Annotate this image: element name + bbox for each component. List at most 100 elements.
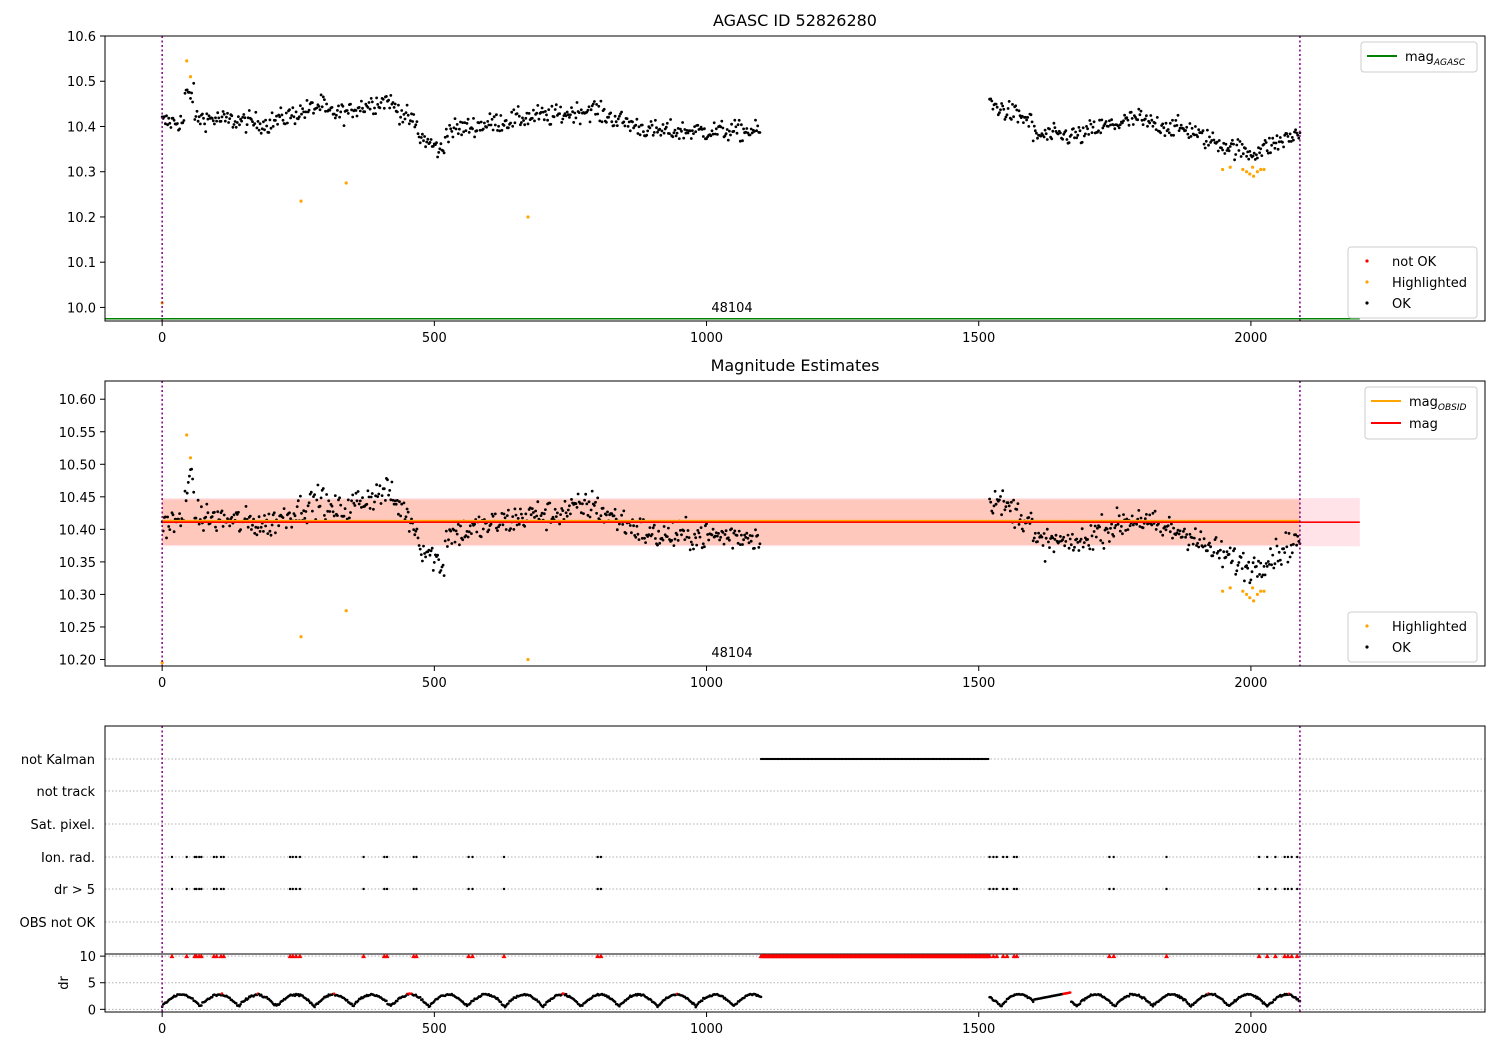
ok-point <box>1113 127 1117 131</box>
ok-point <box>299 494 302 498</box>
ok-point <box>620 513 623 517</box>
ok-point <box>211 119 215 123</box>
highlighted-point <box>1251 586 1255 590</box>
ok-point <box>1143 117 1147 121</box>
ok-point <box>1247 157 1251 161</box>
ok-point <box>1184 535 1187 539</box>
ok-point <box>270 111 274 115</box>
ok-point <box>264 524 267 528</box>
ok-point <box>1273 146 1277 150</box>
ok-point <box>634 535 638 539</box>
ok-point <box>1012 115 1015 119</box>
ok-point <box>673 128 677 132</box>
ok-point <box>1220 146 1223 150</box>
ok-point <box>1125 517 1129 521</box>
ok-point <box>750 534 754 538</box>
ok-point <box>745 531 749 535</box>
ok-point <box>234 125 238 129</box>
ok-point <box>552 115 556 119</box>
dr-axis-label: dr <box>57 976 72 990</box>
ok-point <box>1081 126 1085 130</box>
ok-point <box>631 120 634 124</box>
ok-point <box>395 499 399 502</box>
ok-point <box>1288 132 1292 136</box>
ok-point <box>214 525 217 529</box>
y-tick-label: 10.2 <box>67 211 96 226</box>
flag-label: Sat. pixel. <box>31 818 95 833</box>
ok-point <box>439 569 443 572</box>
ok-point <box>1225 149 1229 152</box>
ok-point <box>1285 545 1289 549</box>
ok-point <box>1044 132 1048 136</box>
dr-gt-5-point <box>1296 887 1299 891</box>
ok-point <box>656 543 659 547</box>
ok-point <box>176 122 179 125</box>
dr-clipped-marker <box>994 953 1000 959</box>
dr-point <box>238 1004 241 1008</box>
ok-point <box>622 509 626 513</box>
highlighted-point <box>1262 167 1266 172</box>
ok-point <box>1240 567 1244 570</box>
ok-point <box>431 144 435 148</box>
axes-frame <box>104 35 1486 322</box>
ok-point <box>191 100 195 104</box>
ok-point <box>268 529 272 533</box>
dr-gt-5-point <box>288 887 292 891</box>
legend-line-label: magAGASC <box>1405 50 1466 68</box>
ok-point <box>381 97 385 101</box>
ok-point <box>753 546 756 550</box>
ok-point <box>349 102 352 106</box>
ok-point <box>355 114 359 118</box>
ok-point <box>254 110 258 114</box>
ok-point <box>1112 534 1116 538</box>
y-tick-label: 10.30 <box>59 588 96 603</box>
dr-point <box>507 1002 510 1005</box>
ok-point <box>600 120 604 124</box>
ok-point <box>177 517 180 521</box>
ok-point <box>1172 133 1175 137</box>
ok-point <box>449 529 453 533</box>
dr-clipped-marker <box>214 953 220 959</box>
ok-point <box>1171 118 1174 122</box>
ok-point <box>1139 516 1143 520</box>
ok-point <box>742 127 745 131</box>
dr-gt-5-point <box>1108 887 1111 891</box>
ok-point <box>1259 561 1263 565</box>
ok-point <box>269 533 273 537</box>
ok-point <box>1078 129 1082 133</box>
dr-point <box>191 997 194 1000</box>
ok-point <box>467 530 471 534</box>
ok-point <box>1217 556 1221 560</box>
legend-line-label: magOBSID <box>1409 395 1467 413</box>
ok-point <box>677 137 681 141</box>
ok-point <box>528 506 532 510</box>
ok-point <box>370 492 374 495</box>
x-tick-label: 0 <box>158 331 166 346</box>
ok-point <box>1128 524 1132 528</box>
ok-point <box>316 483 320 487</box>
ok-point <box>247 109 251 112</box>
ok-point <box>400 502 404 506</box>
ok-point <box>320 105 324 109</box>
ok-point <box>1270 143 1273 147</box>
ok-point <box>728 129 731 133</box>
ok-point <box>1017 109 1021 113</box>
ok-point <box>1263 139 1267 142</box>
ok-point <box>392 106 396 109</box>
ok-point <box>428 553 432 557</box>
ok-point <box>398 500 401 504</box>
ok-point <box>1263 573 1267 577</box>
ok-point <box>1042 135 1046 139</box>
ok-point <box>325 493 328 496</box>
ok-point <box>1100 118 1104 122</box>
magnitude-panel: Magnitude Estimates 0 500 1000 1500 200010.2… <box>59 356 1486 691</box>
ok-point <box>507 126 510 130</box>
ok-point <box>415 527 419 531</box>
ok-point <box>749 539 753 543</box>
ok-point <box>515 523 519 527</box>
ok-point <box>201 112 204 116</box>
ok-point <box>372 112 375 116</box>
dr-point <box>721 995 725 998</box>
ok-point <box>339 110 343 114</box>
ok-point <box>1043 128 1047 132</box>
